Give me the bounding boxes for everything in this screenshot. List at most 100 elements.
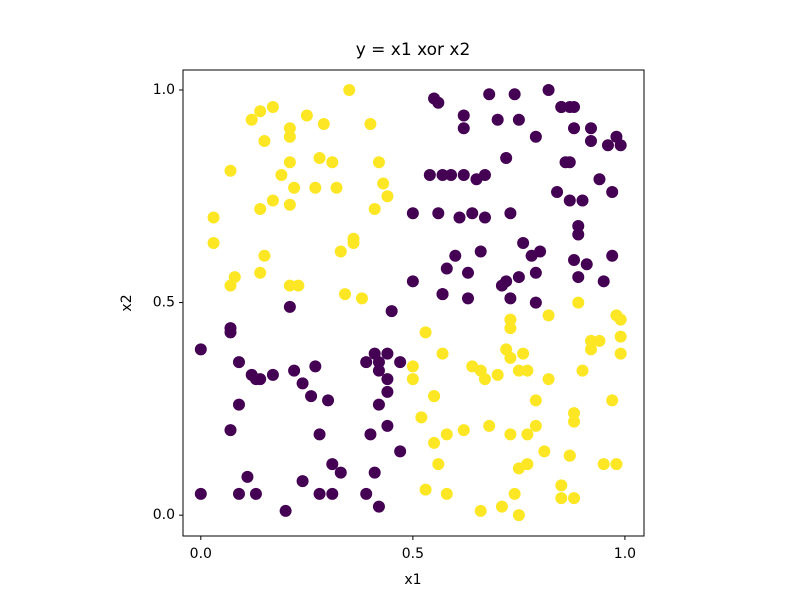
point: [563, 449, 576, 462]
point: [606, 249, 619, 262]
point: [534, 245, 547, 258]
point: [572, 220, 585, 233]
point: [495, 500, 508, 513]
point: [406, 373, 419, 386]
point: [529, 296, 542, 309]
point: [504, 428, 517, 441]
point: [364, 428, 377, 441]
point: [283, 279, 296, 292]
point: [542, 373, 555, 386]
point: [521, 458, 534, 471]
point: [568, 254, 581, 267]
point: [517, 347, 530, 360]
point: [254, 266, 267, 279]
point: [266, 194, 279, 207]
point: [440, 262, 453, 275]
point: [305, 390, 318, 403]
point: [568, 492, 581, 505]
y-tick-label: 0.5: [153, 295, 175, 311]
point: [372, 156, 385, 169]
point: [606, 186, 619, 199]
point: [568, 407, 581, 420]
point: [339, 288, 352, 301]
point: [436, 169, 449, 182]
point: [461, 266, 474, 279]
point: [504, 351, 517, 364]
point: [478, 211, 491, 224]
x-tick-label: 1.0: [614, 546, 636, 562]
point: [381, 373, 394, 386]
point: [576, 194, 589, 207]
point: [381, 419, 394, 432]
point: [606, 394, 619, 407]
point: [584, 334, 597, 347]
point: [254, 105, 267, 118]
point: [529, 130, 542, 143]
plot-frame: [182, 69, 645, 537]
point: [313, 487, 326, 500]
point: [597, 275, 610, 288]
point: [207, 237, 220, 250]
point: [232, 487, 245, 500]
point: [313, 152, 326, 165]
point: [457, 169, 470, 182]
y-tick-label: 0.0: [153, 507, 175, 523]
point: [478, 169, 491, 182]
point: [457, 424, 470, 437]
point: [568, 122, 581, 135]
x-tick-label: 0.5: [402, 546, 424, 562]
point: [457, 109, 470, 122]
point: [194, 343, 207, 356]
point: [474, 245, 487, 258]
point: [309, 360, 322, 373]
point: [440, 428, 453, 441]
point: [432, 96, 445, 109]
chart-title: y = x1 xor x2: [356, 40, 471, 60]
point: [504, 207, 517, 220]
point: [309, 181, 322, 194]
point: [461, 292, 474, 305]
point: [283, 198, 296, 211]
point: [232, 356, 245, 369]
point: [512, 509, 525, 522]
point: [440, 487, 453, 500]
point: [555, 492, 568, 505]
point: [406, 207, 419, 220]
point: [614, 313, 627, 326]
point: [491, 113, 504, 126]
point: [572, 271, 585, 284]
point: [512, 364, 525, 377]
point: [241, 470, 254, 483]
point: [584, 135, 597, 148]
point: [572, 228, 585, 241]
point: [436, 347, 449, 360]
point: [288, 364, 301, 377]
point: [517, 237, 530, 250]
point: [232, 398, 245, 411]
point: [593, 334, 606, 347]
x-axis-label: x1: [404, 572, 421, 588]
point: [551, 186, 564, 199]
point: [283, 156, 296, 169]
point: [576, 364, 589, 377]
point: [555, 100, 568, 113]
point: [419, 483, 432, 496]
point: [428, 436, 441, 449]
point: [368, 466, 381, 479]
point: [194, 487, 207, 500]
point: [432, 458, 445, 471]
point: [432, 207, 445, 220]
point: [406, 275, 419, 288]
point: [597, 458, 610, 471]
point: [601, 139, 614, 152]
point: [368, 203, 381, 216]
point: [508, 88, 521, 101]
point: [224, 164, 237, 177]
point: [288, 181, 301, 194]
point: [360, 356, 373, 369]
point: [372, 356, 385, 369]
point: [610, 458, 623, 471]
point: [572, 296, 585, 309]
point: [266, 100, 279, 113]
